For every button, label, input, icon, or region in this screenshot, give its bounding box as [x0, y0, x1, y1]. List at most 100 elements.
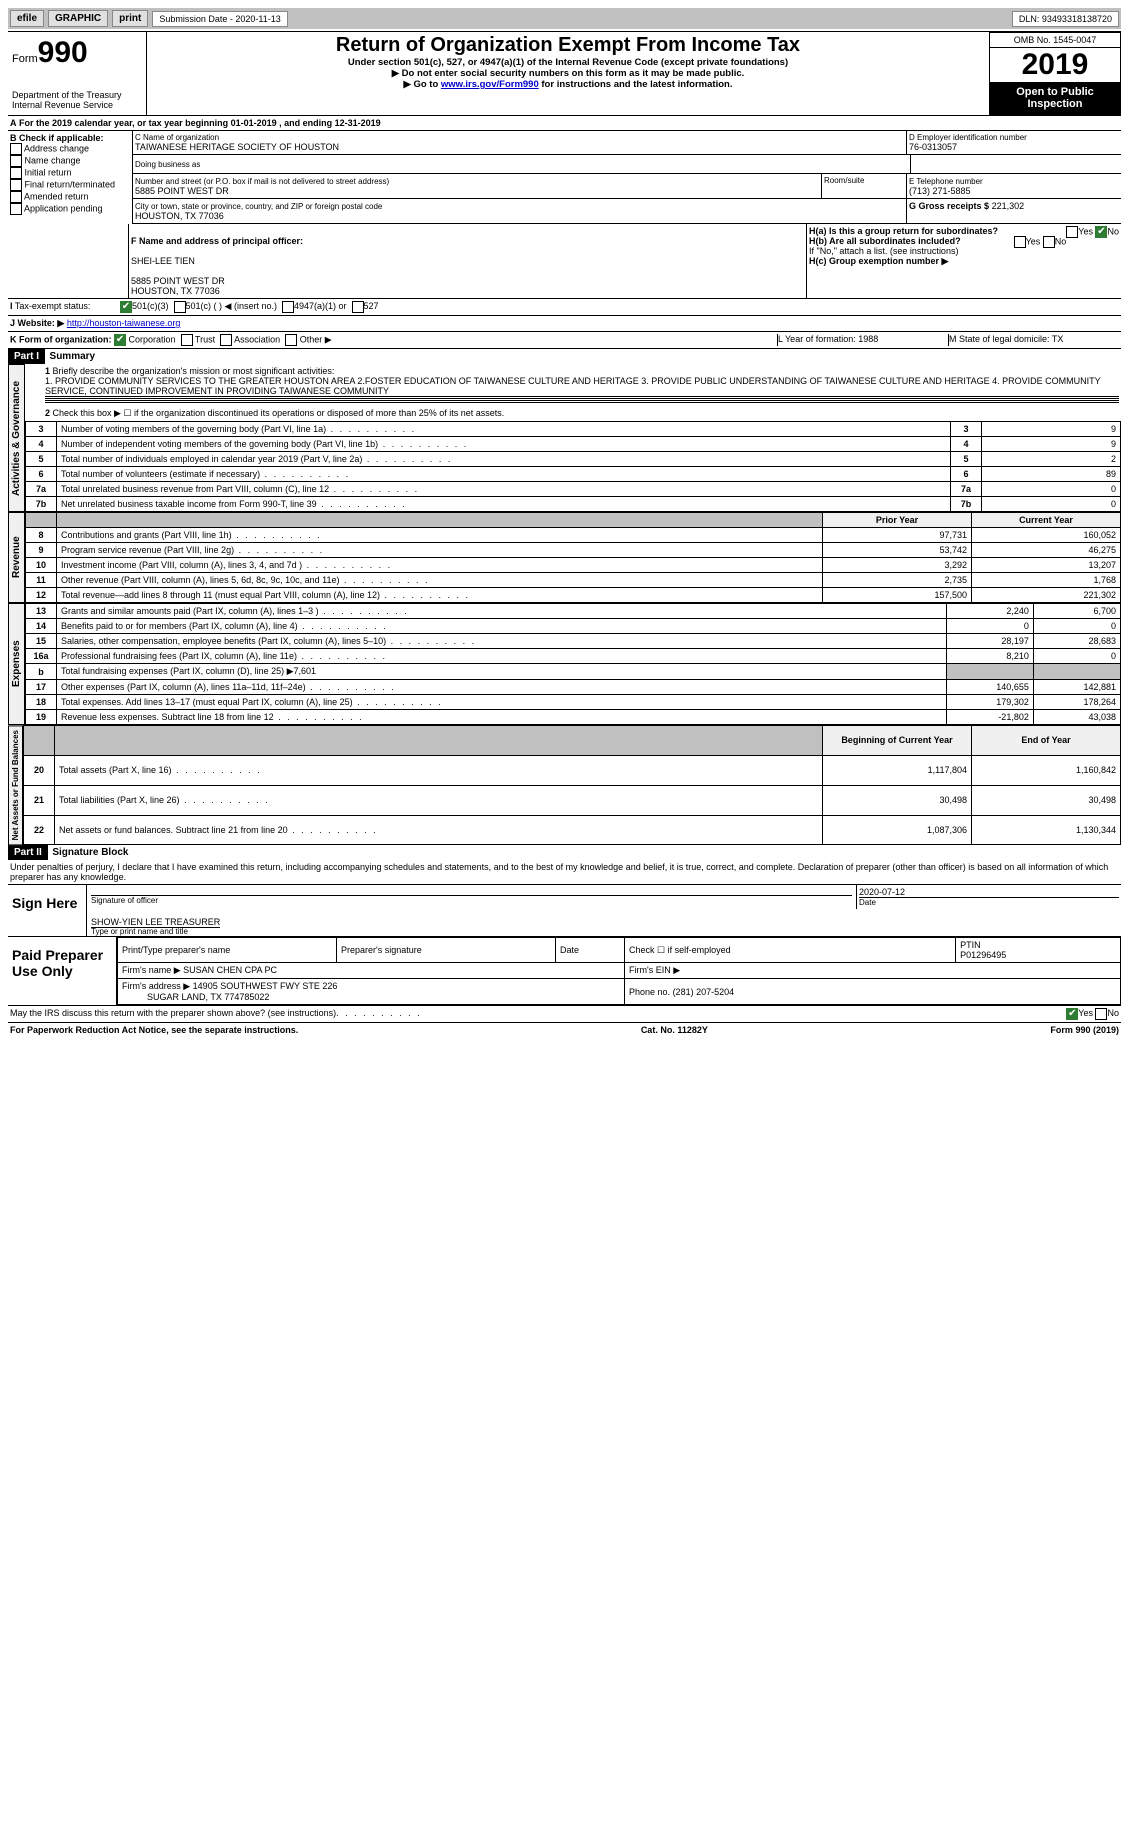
graphic-button[interactable]: GRAPHIC [48, 10, 108, 27]
city-label: City or town, state or province, country… [135, 202, 382, 211]
h-b-note: If "No," attach a list. (see instruction… [809, 246, 1119, 256]
governance-table: 3Number of voting members of the governi… [25, 421, 1121, 512]
no-label: No [1107, 226, 1119, 236]
footer-right: Form 990 (2019) [1050, 1025, 1119, 1035]
firm-ein-label: Firm's EIN ▶ [625, 963, 1121, 979]
h-c: H(c) Group exemption number ▶ [809, 256, 948, 266]
501c3: 501(c)(3) [132, 301, 169, 313]
form-subtitle: Under section 501(c), 527, or 4947(a)(1)… [155, 57, 981, 68]
pp-date-label: Date [556, 938, 625, 963]
side-ag: Activities & Governance [8, 364, 25, 512]
h-b: H(b) Are all subordinates included? [809, 236, 961, 246]
e-label: E Telephone number [909, 177, 983, 186]
dln: DLN: 93493318138720 [1012, 11, 1119, 27]
officer-addr: 5885 POINT WEST DR HOUSTON, TX 77036 [131, 276, 225, 296]
d-label: D Employer identification number [909, 133, 1119, 142]
open-inspection: Open to Public Inspection [990, 82, 1120, 114]
revenue-table: Prior YearCurrent Year8Contributions and… [25, 512, 1121, 603]
ein: 76-0313057 [909, 142, 1119, 152]
yes-label: Yes [1078, 226, 1093, 236]
org-name: TAIWANESE HERITAGE SOCIETY OF HOUSTON [135, 142, 904, 152]
print-button[interactable]: print [112, 10, 148, 27]
omb: OMB No. 1545-0047 [990, 33, 1120, 47]
may-discuss: May the IRS discuss this return with the… [10, 1008, 336, 1020]
pp-sig-label: Preparer's signature [337, 938, 556, 963]
org-city: HOUSTON, TX 77036 [135, 211, 224, 221]
gross-receipts: 221,302 [992, 201, 1025, 211]
checkbox-application-pending[interactable]: Application pending [10, 203, 130, 215]
firm-phone-label: Phone no. [629, 987, 670, 997]
check-icon: ✔ [114, 334, 126, 346]
form990-link[interactable]: www.irs.gov/Form990 [441, 79, 539, 90]
sign-here: Sign Here [8, 885, 86, 936]
date-label: Date [859, 897, 1119, 907]
top-toolbar: efile GRAPHIC print Submission Date - 20… [8, 8, 1121, 29]
h-a: H(a) Is this a group return for subordin… [809, 226, 998, 236]
tax-year: 2019 [990, 47, 1120, 82]
k-label: K Form of organization: [10, 334, 112, 344]
section-b: B Check if applicable: Address change Na… [8, 131, 133, 224]
form-title: Return of Organization Exempt From Incom… [155, 34, 981, 57]
checkbox-final-return-terminated[interactable]: Final return/terminated [10, 179, 130, 191]
check-icon: ✔ [1095, 226, 1107, 238]
website-link[interactable]: http://houston-taiwanese.org [67, 318, 181, 329]
efile-button[interactable]: efile [10, 10, 44, 27]
printed-label: Type or print name and title [91, 927, 1117, 936]
preparer-table: Print/Type preparer's name Preparer's si… [117, 937, 1121, 1005]
m-state: M State of legal domicile: TX [948, 334, 1119, 346]
part1-title: Summary [48, 349, 98, 364]
l-year: L Year of formation: 1988 [777, 334, 948, 346]
expenses-table: 13Grants and similar amounts paid (Part … [25, 603, 1121, 725]
firm-label: Firm's name ▶ [122, 965, 181, 975]
note-ssn: ▶ Do not enter social security numbers o… [155, 68, 981, 79]
form-prefix: Form [12, 53, 38, 65]
part2-hdr: Part II [8, 845, 48, 860]
org-address: 5885 POINT WEST DR [135, 186, 229, 196]
dba-label: Doing business as [135, 160, 200, 169]
part1-hdr: Part I [8, 349, 45, 364]
ptin: P01296495 [960, 950, 1006, 960]
phone: (713) 271-5885 [909, 186, 971, 196]
i-label: Tax-exempt status: [15, 301, 91, 311]
firm-addr-label: Firm's address ▶ [122, 981, 190, 991]
addr-label: Number and street (or P.O. box if mail i… [135, 177, 389, 186]
note-goto-pre: ▶ Go to [404, 79, 441, 90]
501c: 501(c) ( ) ◀ (insert no.) [186, 301, 277, 313]
sig-officer-label: Signature of officer [91, 895, 852, 905]
g-label: G Gross receipts $ [909, 201, 989, 211]
ptin-label: PTIN [960, 940, 981, 950]
footer-left: For Paperwork Reduction Act Notice, see … [10, 1025, 298, 1035]
paid-preparer: Paid Preparer Use Only [8, 937, 116, 1005]
j-label: Website: ▶ [18, 318, 65, 329]
form-header: Form990 Department of the Treasury Inter… [8, 31, 1121, 116]
checkbox-amended-return[interactable]: Amended return [10, 191, 130, 203]
room-label: Room/suite [822, 174, 907, 199]
dept-label: Department of the Treasury Internal Reve… [12, 90, 142, 110]
check-icon: ✔ [120, 301, 132, 313]
checkbox-name-change[interactable]: Name change [10, 155, 130, 167]
firm-phone: (281) 207-5204 [673, 987, 735, 997]
firm-name: SUSAN CHEN CPA PC [183, 965, 277, 975]
net-assets-table: Beginning of Current YearEnd of Year20To… [23, 725, 1121, 845]
pp-name-label: Print/Type preparer's name [118, 938, 337, 963]
checkbox-initial-return[interactable]: Initial return [10, 167, 130, 179]
4947: 4947(a)(1) or [294, 301, 347, 313]
sig-date: 2020-07-12 [859, 887, 1119, 897]
form-number: 990 [38, 36, 88, 69]
part2-title: Signature Block [50, 845, 130, 860]
firm-addr: 14905 SOUTHWEST FWY STE 226 [193, 981, 338, 991]
side-exp: Expenses [8, 603, 25, 725]
side-rev: Revenue [8, 512, 25, 603]
l1-label: Briefly describe the organization's miss… [53, 366, 335, 376]
l2-label: Check this box ▶ ☐ if the organization d… [53, 408, 505, 418]
checkbox-address-change[interactable]: Address change [10, 143, 130, 155]
officer-name: SHEI-LEE TIEN [131, 256, 195, 266]
check-icon: ✔ [1066, 1008, 1078, 1020]
submission-date: Submission Date - 2020-11-13 [152, 11, 287, 27]
footer-mid: Cat. No. 11282Y [298, 1025, 1050, 1035]
line-a: A For the 2019 calendar year, or tax yea… [8, 116, 1121, 131]
pp-self-label: Check ☐ if self-employed [625, 938, 956, 963]
note-goto-post: for instructions and the latest informat… [539, 79, 733, 90]
firm-addr2: SUGAR LAND, TX 774785022 [147, 992, 269, 1002]
c-label: C Name of organization [135, 133, 904, 142]
